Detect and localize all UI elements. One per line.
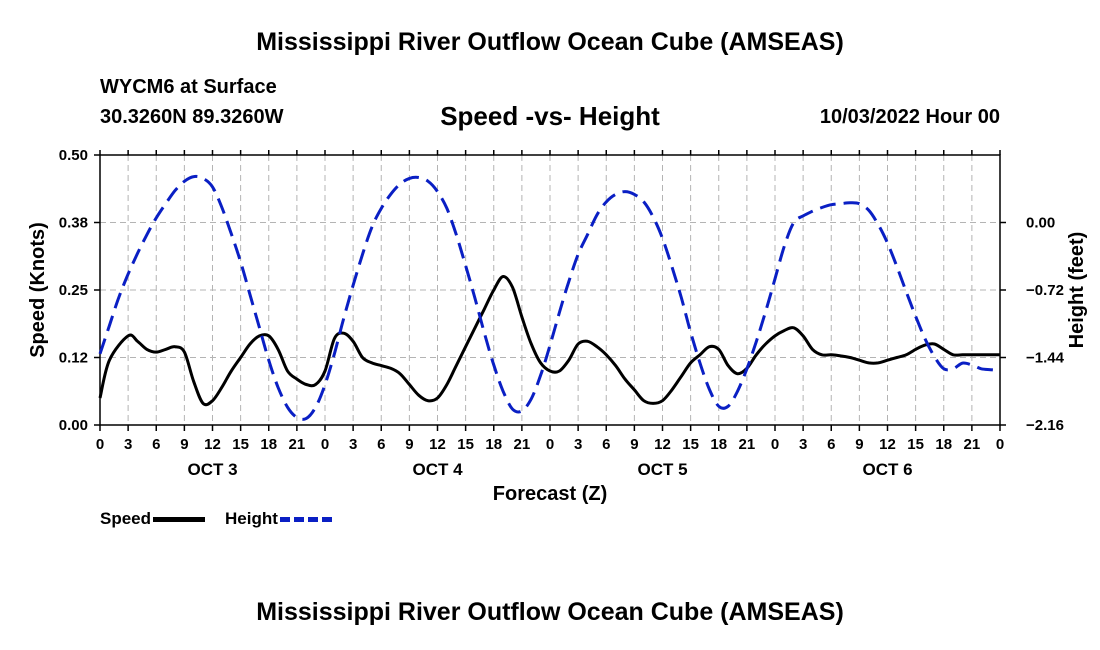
x-tick-label: 6 bbox=[827, 436, 835, 453]
chart-subtitle: Speed -vs- Height bbox=[440, 101, 660, 131]
legend-speed-swatch bbox=[153, 516, 206, 522]
x-tick-label: 0 bbox=[771, 436, 779, 453]
y2-tick-label: 0.00 bbox=[1026, 215, 1055, 232]
x-tick-label: 15 bbox=[682, 436, 699, 453]
x-tick-label: 9 bbox=[855, 436, 863, 453]
x-tick-label: 18 bbox=[710, 436, 727, 453]
y-tick-label: 0.25 bbox=[59, 282, 88, 299]
day-label: OCT 3 bbox=[187, 460, 237, 479]
forecast-datetime: 10/03/2022 Hour 00 bbox=[819, 106, 1000, 128]
plot-frame bbox=[99, 154, 1001, 426]
chart-main-title: Mississippi River Outflow Ocean Cube (AM… bbox=[256, 28, 844, 56]
x-tick-label: 9 bbox=[630, 436, 638, 453]
day-label: OCT 4 bbox=[412, 460, 463, 479]
x-tick-label: 15 bbox=[232, 436, 249, 453]
legend-height-label: Height bbox=[225, 509, 278, 528]
x-tick-label: 15 bbox=[907, 436, 924, 453]
station-label: WYCM6 at Surface bbox=[100, 76, 277, 98]
y2-tick-label: −0.72 bbox=[1026, 282, 1064, 299]
x-tick-label: 18 bbox=[260, 436, 277, 453]
x-tick-label: 12 bbox=[429, 436, 446, 453]
chart-main-title-repeat: Mississippi River Outflow Ocean Cube (AM… bbox=[256, 598, 844, 626]
x-tick-label: 21 bbox=[739, 436, 756, 453]
x-tick-label: 3 bbox=[124, 436, 132, 453]
y2-tick-label: −1.44 bbox=[1026, 350, 1065, 367]
x-tick-label: 21 bbox=[289, 436, 306, 453]
day-label: OCT 6 bbox=[862, 460, 912, 479]
x-tick-label: 15 bbox=[457, 436, 474, 453]
legend-speed-label: Speed bbox=[100, 509, 152, 528]
x-tick-label: 0 bbox=[96, 436, 104, 453]
x-tick-label: 6 bbox=[377, 436, 385, 453]
height-series-line bbox=[98, 174, 1001, 421]
x-tick-label: 21 bbox=[964, 436, 981, 453]
x-tick-label: 9 bbox=[180, 436, 188, 453]
x-tick-label: 21 bbox=[514, 436, 531, 453]
x-tick-label: 18 bbox=[935, 436, 952, 453]
x-tick-label: 3 bbox=[349, 436, 357, 453]
y-axis-title: Speed (Knots) bbox=[27, 222, 49, 358]
y-tick-label: 0.50 bbox=[59, 147, 88, 164]
x-tick-label: 0 bbox=[996, 436, 1004, 453]
x-tick-label: 0 bbox=[321, 436, 329, 453]
coordinates-label: 30.3260N 89.3260W bbox=[100, 106, 284, 128]
x-tick-label: 6 bbox=[152, 436, 160, 453]
x-tick-label: 12 bbox=[879, 436, 896, 453]
day-label: OCT 5 bbox=[637, 460, 687, 479]
x-tick-label: 12 bbox=[204, 436, 221, 453]
x-axis-title: Forecast (Z) bbox=[493, 483, 607, 505]
y2-tick-label: −2.16 bbox=[1026, 417, 1064, 434]
y2-axis-title: Height (feet) bbox=[1066, 232, 1088, 349]
y-tick-label: 0.00 bbox=[59, 417, 88, 434]
x-tick-label: 12 bbox=[654, 436, 671, 453]
speed-series-line bbox=[98, 275, 1000, 407]
x-tick-label: 6 bbox=[602, 436, 610, 453]
legend: Speed Height bbox=[100, 509, 352, 529]
y-tick-label: 0.38 bbox=[59, 215, 88, 232]
x-tick-label: 9 bbox=[405, 436, 413, 453]
x-tick-label: 3 bbox=[574, 436, 582, 453]
x-tick-label: 18 bbox=[485, 436, 502, 453]
x-tick-label: 3 bbox=[799, 436, 807, 453]
legend-height-swatch bbox=[279, 516, 332, 522]
x-tick-label: 0 bbox=[546, 436, 554, 453]
y-tick-label: 0.12 bbox=[59, 350, 88, 367]
